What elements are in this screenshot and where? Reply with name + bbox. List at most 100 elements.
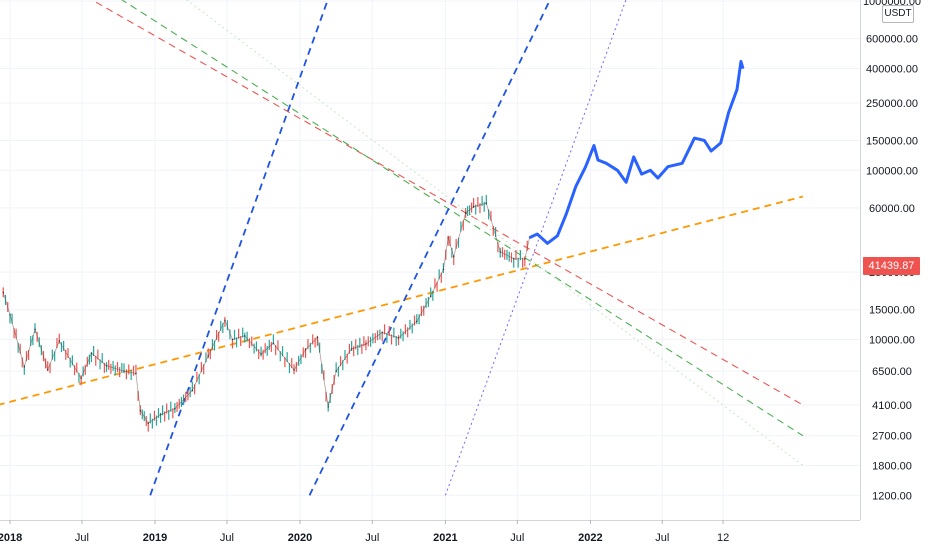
data-point <box>224 319 226 322</box>
price-tick-label: 1000000.00 <box>863 0 921 8</box>
data-point <box>649 169 652 172</box>
data-point <box>80 377 82 380</box>
data-point <box>605 162 608 165</box>
data-point <box>365 343 367 345</box>
data-point <box>191 389 194 392</box>
price-tick-label: 4100.00 <box>872 400 912 412</box>
data-point <box>632 156 635 158</box>
last-price-label: 41439.87 <box>863 257 920 275</box>
price-tick-label: 150000.00 <box>866 136 918 148</box>
trendline <box>121 0 804 437</box>
data-point <box>415 320 418 323</box>
data-point <box>719 142 722 144</box>
data-point <box>574 185 577 188</box>
data-point <box>640 173 643 175</box>
data-point <box>593 144 595 147</box>
data-point <box>667 165 669 168</box>
data-point <box>616 169 619 172</box>
data-point <box>485 202 488 204</box>
price-tick-label: 1200.00 <box>872 490 912 502</box>
data-point <box>565 213 567 216</box>
data-point <box>327 406 330 408</box>
data-point <box>231 338 234 341</box>
time-tick-label: 12 <box>717 532 729 544</box>
data-point <box>123 370 125 372</box>
data-point <box>293 369 295 371</box>
trendline <box>0 195 804 406</box>
time-tick-label: 2020 <box>288 532 312 544</box>
time-axis[interactable]: 2018 Jul 2019 Jul 2020 Jul 2021 Jul 2022 Jul 12 <box>0 520 729 544</box>
data-point <box>625 181 627 184</box>
trendlines <box>0 0 804 496</box>
price-tick-label: 600000.00 <box>866 34 918 46</box>
time-tick-label: 2021 <box>433 532 457 544</box>
data-point <box>174 407 176 410</box>
price-tick-label: 6500.00 <box>872 366 912 378</box>
data-point <box>243 335 246 337</box>
time-tick-label: Jul <box>75 532 89 544</box>
data-point <box>316 336 319 339</box>
data-point <box>528 236 531 239</box>
grid <box>0 0 860 520</box>
data-point <box>536 233 538 235</box>
data-point <box>452 255 455 258</box>
price-tick-label: 250000.00 <box>866 98 918 110</box>
data-point <box>58 340 61 342</box>
data-point <box>736 88 738 91</box>
time-tick-label: 2018 <box>0 532 22 544</box>
data-point <box>9 313 11 316</box>
data-point <box>135 372 137 375</box>
data-point <box>464 212 467 214</box>
price-tick-label: 1800.00 <box>872 461 912 473</box>
time-tick-label: Jul <box>220 532 234 544</box>
trendline <box>91 0 804 406</box>
data-point <box>397 337 400 339</box>
price-tick-label: 10000.00 <box>869 335 915 347</box>
data-point <box>442 268 445 271</box>
data-point <box>335 370 337 372</box>
currency-label[interactable]: USDT <box>882 5 914 23</box>
series-layer <box>2 59 745 432</box>
price-tick-label: 100000.00 <box>866 165 918 177</box>
data-point <box>546 242 549 245</box>
trendline <box>149 0 329 496</box>
data-point <box>429 295 432 298</box>
data-point <box>710 150 712 152</box>
data-point <box>597 159 599 161</box>
price-tick-label: 60000.00 <box>869 203 915 215</box>
data-point <box>260 353 262 355</box>
price-tick-label: 400000.00 <box>866 63 918 75</box>
data-point <box>742 67 744 70</box>
data-point <box>681 162 683 165</box>
data-point <box>304 348 307 351</box>
price-axis[interactable]: 1600000.001000000.00600000.00400000.0025… <box>863 0 921 502</box>
time-tick-label: 2019 <box>143 532 167 544</box>
trendline <box>308 0 551 496</box>
data-point <box>740 60 742 63</box>
data-point <box>472 205 475 208</box>
price-tick-label: 15000.00 <box>869 305 915 317</box>
time-tick-label: Jul <box>510 532 524 544</box>
data-point <box>499 250 502 253</box>
data-point <box>90 352 93 354</box>
data-point <box>34 328 36 331</box>
data-point <box>512 257 515 260</box>
data-point <box>381 331 384 334</box>
time-tick-label: Jul <box>365 532 379 544</box>
projection-line <box>528 59 745 245</box>
data-point <box>272 342 275 345</box>
data-point <box>703 139 706 142</box>
data-point <box>139 409 142 412</box>
data-point <box>46 369 49 371</box>
data-point <box>584 165 587 168</box>
time-tick-label: 2022 <box>578 532 602 544</box>
trendline <box>444 0 627 496</box>
data-point <box>147 422 150 425</box>
data-point <box>524 258 526 260</box>
data-point <box>207 355 210 357</box>
time-tick-label: Jul <box>655 532 669 544</box>
data-point <box>350 348 353 350</box>
